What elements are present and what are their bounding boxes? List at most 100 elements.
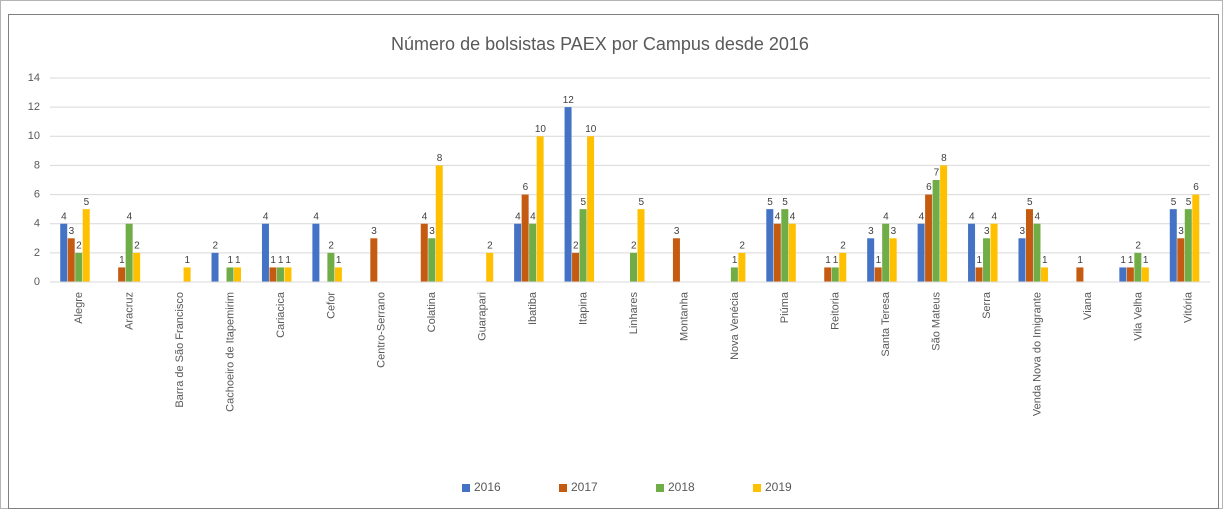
bar [67,238,75,282]
y-tick-label: 2 [34,247,40,259]
data-label: 12 [563,95,575,106]
data-label: 1 [119,255,125,266]
data-label: 1 [1128,255,1134,266]
bar [75,252,83,282]
bar [917,223,925,282]
bar [630,252,637,282]
bar [1126,267,1134,282]
data-label: 1 [1120,255,1126,266]
y-tick-label: 14 [28,72,40,84]
legend-label: 2019 [765,480,792,494]
data-label: 2 [840,240,846,251]
bar [766,209,774,282]
x-tick-label: Serra [981,291,993,319]
data-label: 2 [328,240,334,251]
bar [226,267,234,282]
x-tick-label: Venda Nova do Imigrante [1031,292,1043,416]
data-label: 6 [523,182,529,193]
data-label: 4 [422,211,428,222]
bar [579,209,587,282]
bar [572,252,580,282]
data-label: 2 [487,240,493,251]
data-label: 10 [585,124,597,135]
data-label: 2 [76,240,82,251]
data-label: 5 [638,197,644,208]
bar [514,223,522,282]
x-tick-label: Ibatiba [527,291,539,325]
y-tick-label: 4 [34,218,40,230]
y-tick-label: 12 [28,101,40,113]
data-label: 1 [977,255,983,266]
bar [1119,267,1127,282]
bar [1177,238,1185,282]
data-label: 1 [227,255,233,266]
data-label: 5 [1171,197,1177,208]
data-label: 3 [69,226,75,237]
bar [1192,194,1200,282]
data-label: 6 [1193,182,1199,193]
bar [940,165,948,282]
bar [1025,209,1033,282]
data-label: 1 [732,255,738,266]
bar [211,252,219,282]
data-label: 3 [891,226,897,237]
bar [486,252,494,282]
data-label: 4 [1034,211,1040,222]
bar [1018,238,1026,282]
bar [1033,223,1041,282]
legend-swatch [656,484,664,492]
data-label: 3 [868,226,874,237]
bar [839,252,847,282]
bar [183,267,191,282]
bar [867,238,875,282]
x-tick-label: Nova Venécia [729,291,741,360]
data-label: 1 [1077,255,1083,266]
bar [730,267,738,282]
data-label: 4 [127,211,133,222]
bar [925,194,933,282]
legend-label: 2018 [668,480,695,494]
bar [672,238,680,282]
data-label: 4 [313,211,319,222]
bar [738,252,746,282]
bar [60,223,68,282]
data-label: 4 [969,211,975,222]
y-tick-label: 10 [28,130,40,142]
x-tick-label: Alegre [73,292,85,324]
data-label: 2 [573,240,579,251]
data-label: 1 [270,255,276,266]
bar [1141,267,1149,282]
data-label: 2 [212,240,218,251]
x-tick-label: São Mateus [931,292,943,351]
x-tick-label: Aracruz [124,292,136,330]
data-label: 3 [1019,226,1025,237]
data-label: 4 [775,211,781,222]
bar [327,252,335,282]
data-label: 5 [581,197,587,208]
bar [824,267,832,282]
data-label: 3 [429,226,435,237]
legend-label: 2016 [474,480,501,494]
x-tick-label: Cariacica [275,291,287,338]
bar [529,223,537,282]
bar [1184,209,1192,282]
legend-swatch [462,484,470,492]
x-tick-label: Piúma [779,291,791,323]
data-label: 3 [674,226,680,237]
data-label: 1 [1042,255,1048,266]
data-label: 4 [515,211,521,222]
x-tick-label: Vila Velha [1132,291,1144,341]
bar [1076,267,1084,282]
bar [874,267,882,282]
y-tick-label: 0 [34,276,40,288]
data-label: 2 [1135,240,1141,251]
data-label: 5 [782,197,788,208]
data-label: 5 [1027,197,1033,208]
x-tick-label: Vitória [1183,291,1195,323]
bar [564,107,572,283]
data-label: 2 [631,240,637,251]
data-label: 4 [790,211,796,222]
data-label: 1 [278,255,284,266]
x-tick-label: Colatina [426,291,438,332]
